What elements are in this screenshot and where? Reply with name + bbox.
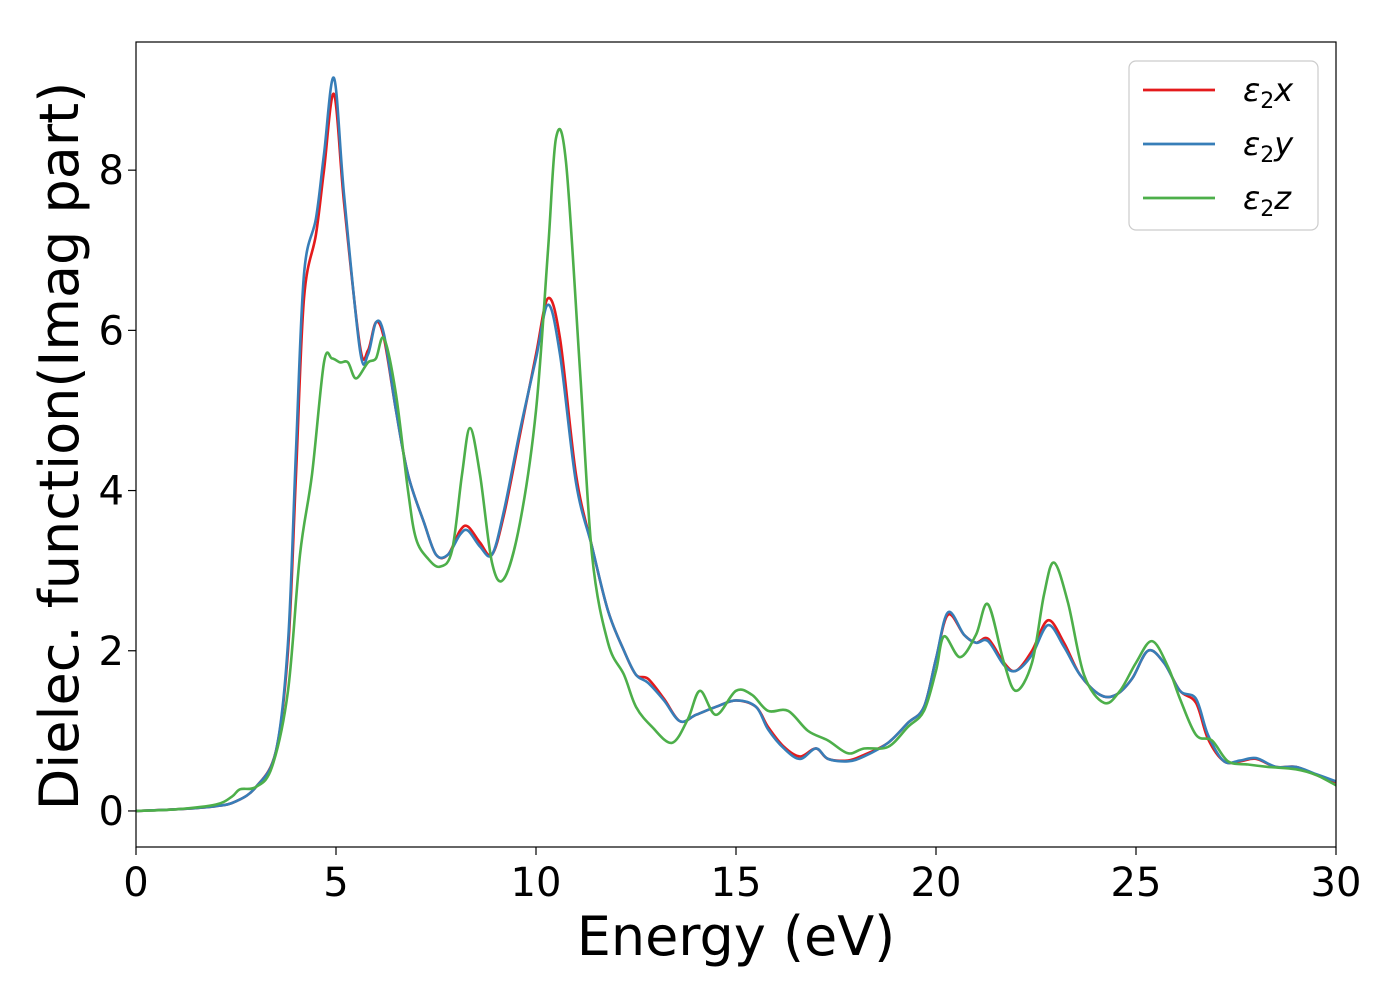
y-tick-label: 8 — [99, 148, 124, 194]
legend-label-z: ε2z — [1243, 179, 1292, 222]
legend-label-y: ε2y — [1243, 125, 1294, 168]
y-tick-label: 0 — [99, 789, 124, 835]
series-layer — [136, 76, 1336, 813]
series-line-z — [136, 127, 1336, 813]
x-tick-label: 10 — [511, 860, 562, 906]
legend-label-x: ε2x — [1243, 71, 1294, 114]
x-tick-label: 0 — [123, 860, 148, 906]
series-line-y — [136, 76, 1336, 813]
x-tick-label: 5 — [323, 860, 348, 906]
x-tick-label: 25 — [1111, 860, 1162, 906]
y-axis-label: Dielec. function(Imag part) — [28, 82, 91, 811]
legend-box — [1128, 60, 1319, 231]
x-tick-label: 30 — [1311, 860, 1362, 906]
y-tick-label: 2 — [99, 629, 124, 675]
x-axis-label: Energy (eV) — [577, 905, 896, 968]
x-tick-label: 20 — [911, 860, 962, 906]
x-tick-label: 15 — [711, 860, 762, 906]
y-tick-label: 4 — [99, 469, 124, 515]
x-axis: 0 5 10 15 20 25 30 — [123, 847, 1361, 906]
y-tick-label: 6 — [99, 308, 124, 354]
y-axis: 0 2 4 6 8 — [99, 148, 136, 835]
legend: ε2x ε2y ε2z — [1128, 60, 1319, 231]
